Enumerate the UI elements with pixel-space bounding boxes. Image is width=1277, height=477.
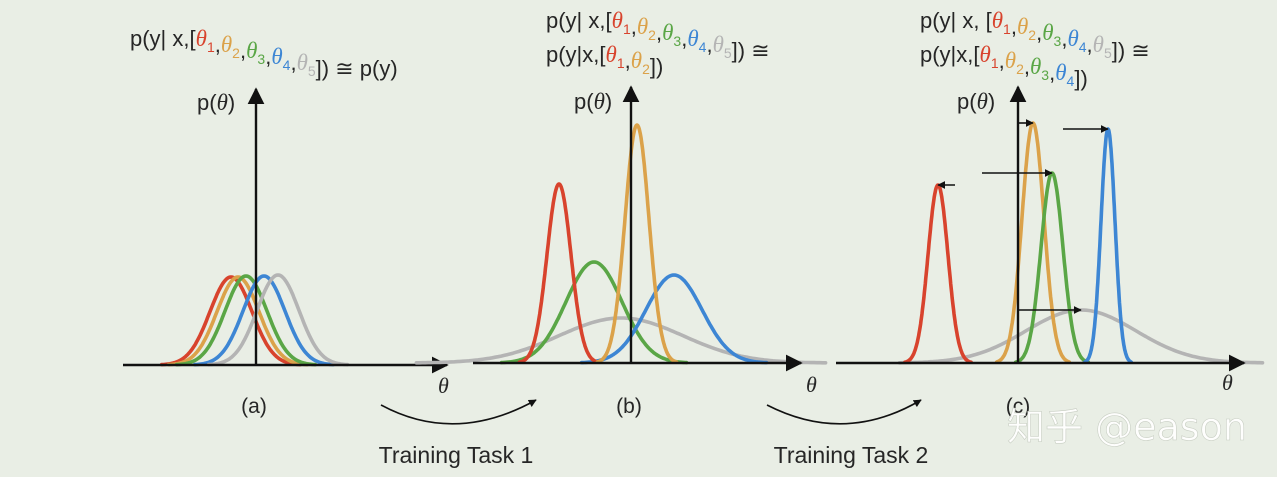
panel-c-theta4-curve	[1083, 127, 1133, 364]
panel-c: p(y| x, [θ1,θ2,θ3,θ4,θ5]) ≅p(y|x,[θ1,θ2,…	[836, 8, 1265, 418]
transition-label-1: Training Task 1	[379, 442, 534, 468]
panel-c-formula-line-1: p(y| x, [θ1,θ2,θ3,θ4,θ5]) ≅	[920, 8, 1150, 63]
panel-b-y-axis-label: p(θ)	[574, 89, 612, 114]
panel-b-theta1-curve	[517, 182, 601, 364]
panel-a: p(y| x,[θ1,θ2,θ3,θ4,θ5]) ≅ p(y) p(θ) θ (a)	[123, 26, 449, 418]
panel-a-theta4-curve	[192, 274, 336, 367]
panel-c-caption: (c)	[1006, 395, 1031, 418]
panel-a-theta1-curve	[159, 275, 303, 367]
panel-c-y-axis-label: p(θ)	[957, 89, 995, 114]
panel-c-theta3-curve	[1013, 171, 1091, 364]
watermark: 知乎 @eason	[1007, 405, 1247, 449]
transition-arrow-2	[766, 399, 922, 425]
panel-a-x-axis-label: θ	[438, 373, 449, 398]
panel-c-theta1-curve	[903, 183, 973, 364]
panel-b-caption: (b)	[616, 395, 642, 418]
panel-b-theta5-curve	[414, 316, 828, 365]
panel-b-formula-line-1: p(y| x,[θ1,θ2,θ3,θ4,θ5]) ≅	[546, 8, 770, 63]
panel-b-theta2-curve	[595, 123, 679, 364]
panel-a-caption: (a)	[241, 395, 267, 418]
panel-c-formula-line-2: p(y|x,[θ1,θ2,θ3,θ4])	[920, 42, 1088, 91]
panel-a-formula-line-1: p(y| x,[θ1,θ2,θ3,θ4,θ5]) ≅ p(y)	[130, 26, 398, 81]
panel-a-theta3-curve	[174, 274, 318, 367]
transition-1: Training Task 1	[379, 399, 537, 468]
panel-a-y-axis-label: p(θ)	[197, 90, 235, 115]
panel-a-theta2-curve	[166, 275, 310, 367]
panel-b: p(y| x,[θ1,θ2,θ3,θ4,θ5]) ≅p(y|x,[θ1,θ2])…	[414, 8, 828, 418]
panel-a-theta5-curve	[206, 273, 350, 367]
transition-arrow-1	[380, 399, 537, 425]
transition-label-2: Training Task 2	[774, 442, 929, 468]
panel-b-theta3-curve	[499, 260, 689, 365]
panel-b-x-axis-label: θ	[806, 372, 817, 397]
panel-c-x-axis-label: θ	[1222, 370, 1233, 395]
panel-b-formula-line-2: p(y|x,[θ1,θ2])	[546, 42, 663, 79]
transition-2: Training Task 2	[766, 399, 929, 468]
panel-b-theta4-curve	[579, 273, 769, 365]
